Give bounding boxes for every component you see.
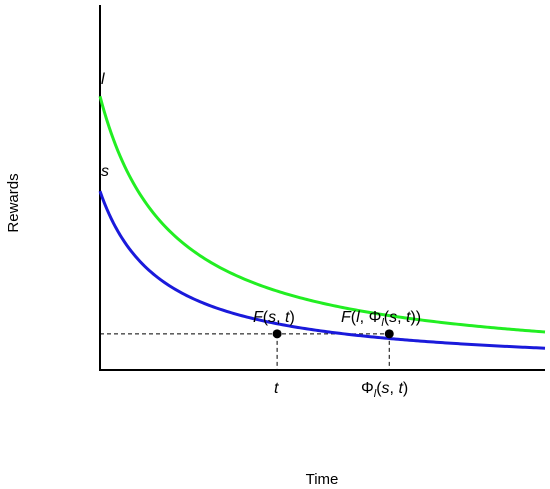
x-axis-title: Time [306, 471, 339, 488]
point-f-s-t-label: F(s, t) [253, 309, 295, 326]
y-axis-title: Rewards [5, 173, 22, 232]
x-tick-t: t [274, 380, 279, 397]
point-f-s-t [272, 329, 282, 339]
point-f-l-phi-label: F(l, Φl(s, t)) [341, 309, 421, 329]
point-f-l-phi [384, 329, 394, 339]
series-s-line [98, 190, 546, 350]
x-tick-phi: Φl(s, t) [361, 380, 408, 400]
series-l-line [98, 95, 546, 334]
series-l-label: l [101, 71, 105, 88]
series-s-label: s [101, 163, 109, 180]
